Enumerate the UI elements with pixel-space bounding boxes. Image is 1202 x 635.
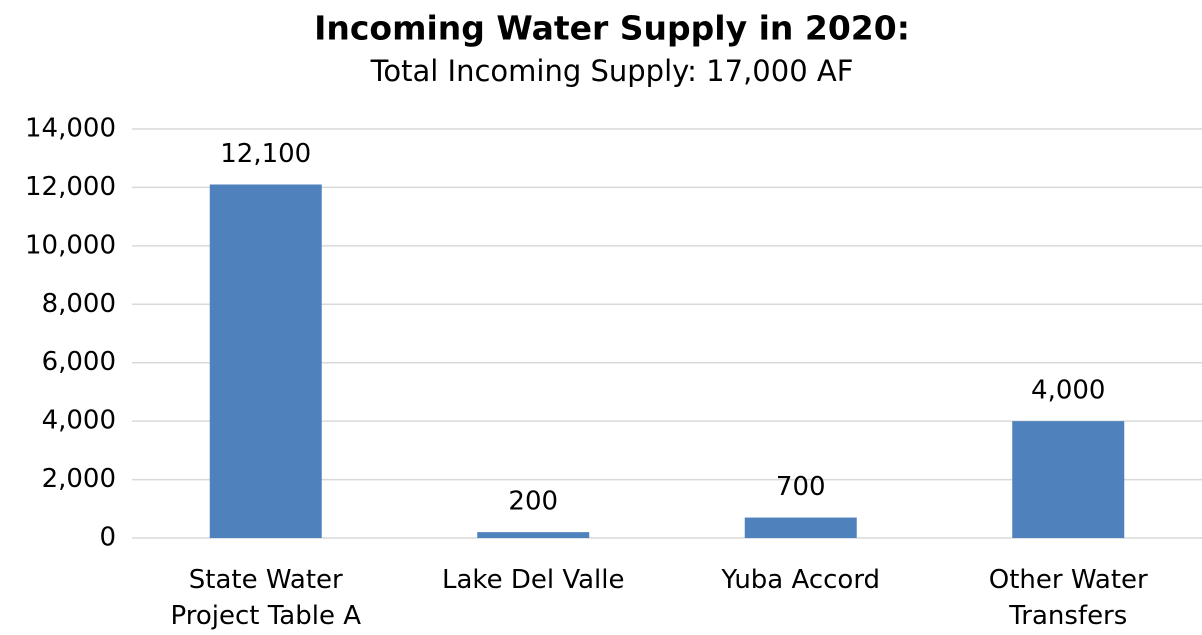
y-tick-label: 6,000: [42, 347, 116, 377]
bar: [477, 532, 590, 538]
bar: [209, 184, 322, 538]
y-tick-label: 0: [99, 523, 116, 553]
y-tick-label: 4,000: [42, 406, 116, 436]
bar: [1012, 421, 1125, 538]
y-tick-label: 14,000: [25, 114, 116, 144]
x-tick-label: Other Water Transfers: [988, 565, 1148, 631]
x-tick-label: State Water Project Table A: [170, 565, 361, 631]
y-tick-label: 10,000: [25, 230, 116, 260]
bar: [744, 517, 857, 538]
y-tick-label: 2,000: [42, 464, 116, 494]
data-label: 4,000: [1031, 376, 1105, 406]
data-label: 12,100: [220, 139, 311, 169]
chart-title: Incoming Water Supply in 2020:: [314, 9, 910, 48]
data-label: 200: [508, 487, 558, 517]
chart-subtitle: Total Incoming Supply: 17,000 AF: [370, 54, 854, 88]
y-tick-label: 12,000: [25, 172, 116, 202]
x-tick-label: Lake Del Valle: [442, 565, 625, 595]
x-tick-label: Yuba Accord: [721, 565, 881, 595]
y-tick-label: 8,000: [42, 289, 116, 319]
data-label: 700: [776, 472, 826, 502]
